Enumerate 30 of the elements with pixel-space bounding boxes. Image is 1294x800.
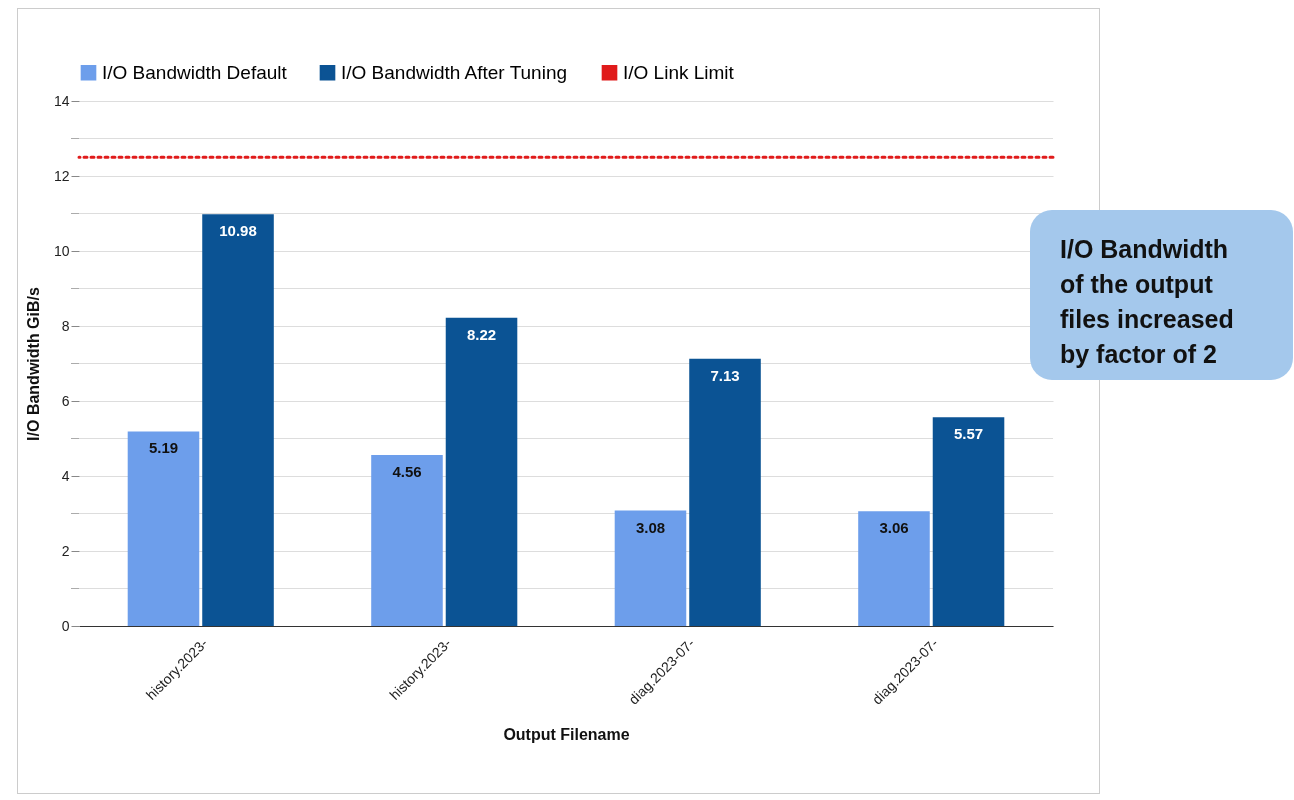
bar xyxy=(127,431,200,626)
bar xyxy=(202,214,274,626)
bar xyxy=(371,455,443,626)
y-tick-label: 12 xyxy=(53,167,70,184)
y-tick-label: 8 xyxy=(61,317,70,334)
data-label: 4.56 xyxy=(392,463,422,480)
y-tick-label: 6 xyxy=(61,392,70,409)
data-label: 3.08 xyxy=(635,518,666,536)
data-label: 7.13 xyxy=(710,366,740,384)
data-label: 3.06 xyxy=(879,519,909,537)
callout-box: I/O Bandwidth of the output files increased by factor of 2 xyxy=(1030,210,1293,380)
bar xyxy=(858,511,930,626)
data-label: 5.19 xyxy=(148,439,179,457)
bar xyxy=(689,358,761,626)
y-axis-title: I/O Bandwidth GiB/s xyxy=(24,287,42,441)
data-label: 10.98 xyxy=(219,222,257,240)
y-tick-label: 0 xyxy=(61,617,70,634)
legend-label: I/O Bandwidth Default xyxy=(102,61,288,83)
legend-label: I/O Link Limit xyxy=(623,61,735,83)
bar xyxy=(445,317,518,626)
y-tick-label: 10 xyxy=(53,242,70,259)
x-axis-title: Output Filename xyxy=(503,726,630,744)
y-tick-label: 4 xyxy=(61,467,70,484)
legend-label: I/O Bandwidth After Tuning xyxy=(341,61,568,83)
bar xyxy=(614,510,687,626)
data-label: 8.22 xyxy=(466,325,497,343)
bar xyxy=(932,417,1005,626)
y-tick-label: 14 xyxy=(53,92,70,109)
data-label: 5.57 xyxy=(953,425,984,443)
y-tick-label: 2 xyxy=(61,542,70,559)
